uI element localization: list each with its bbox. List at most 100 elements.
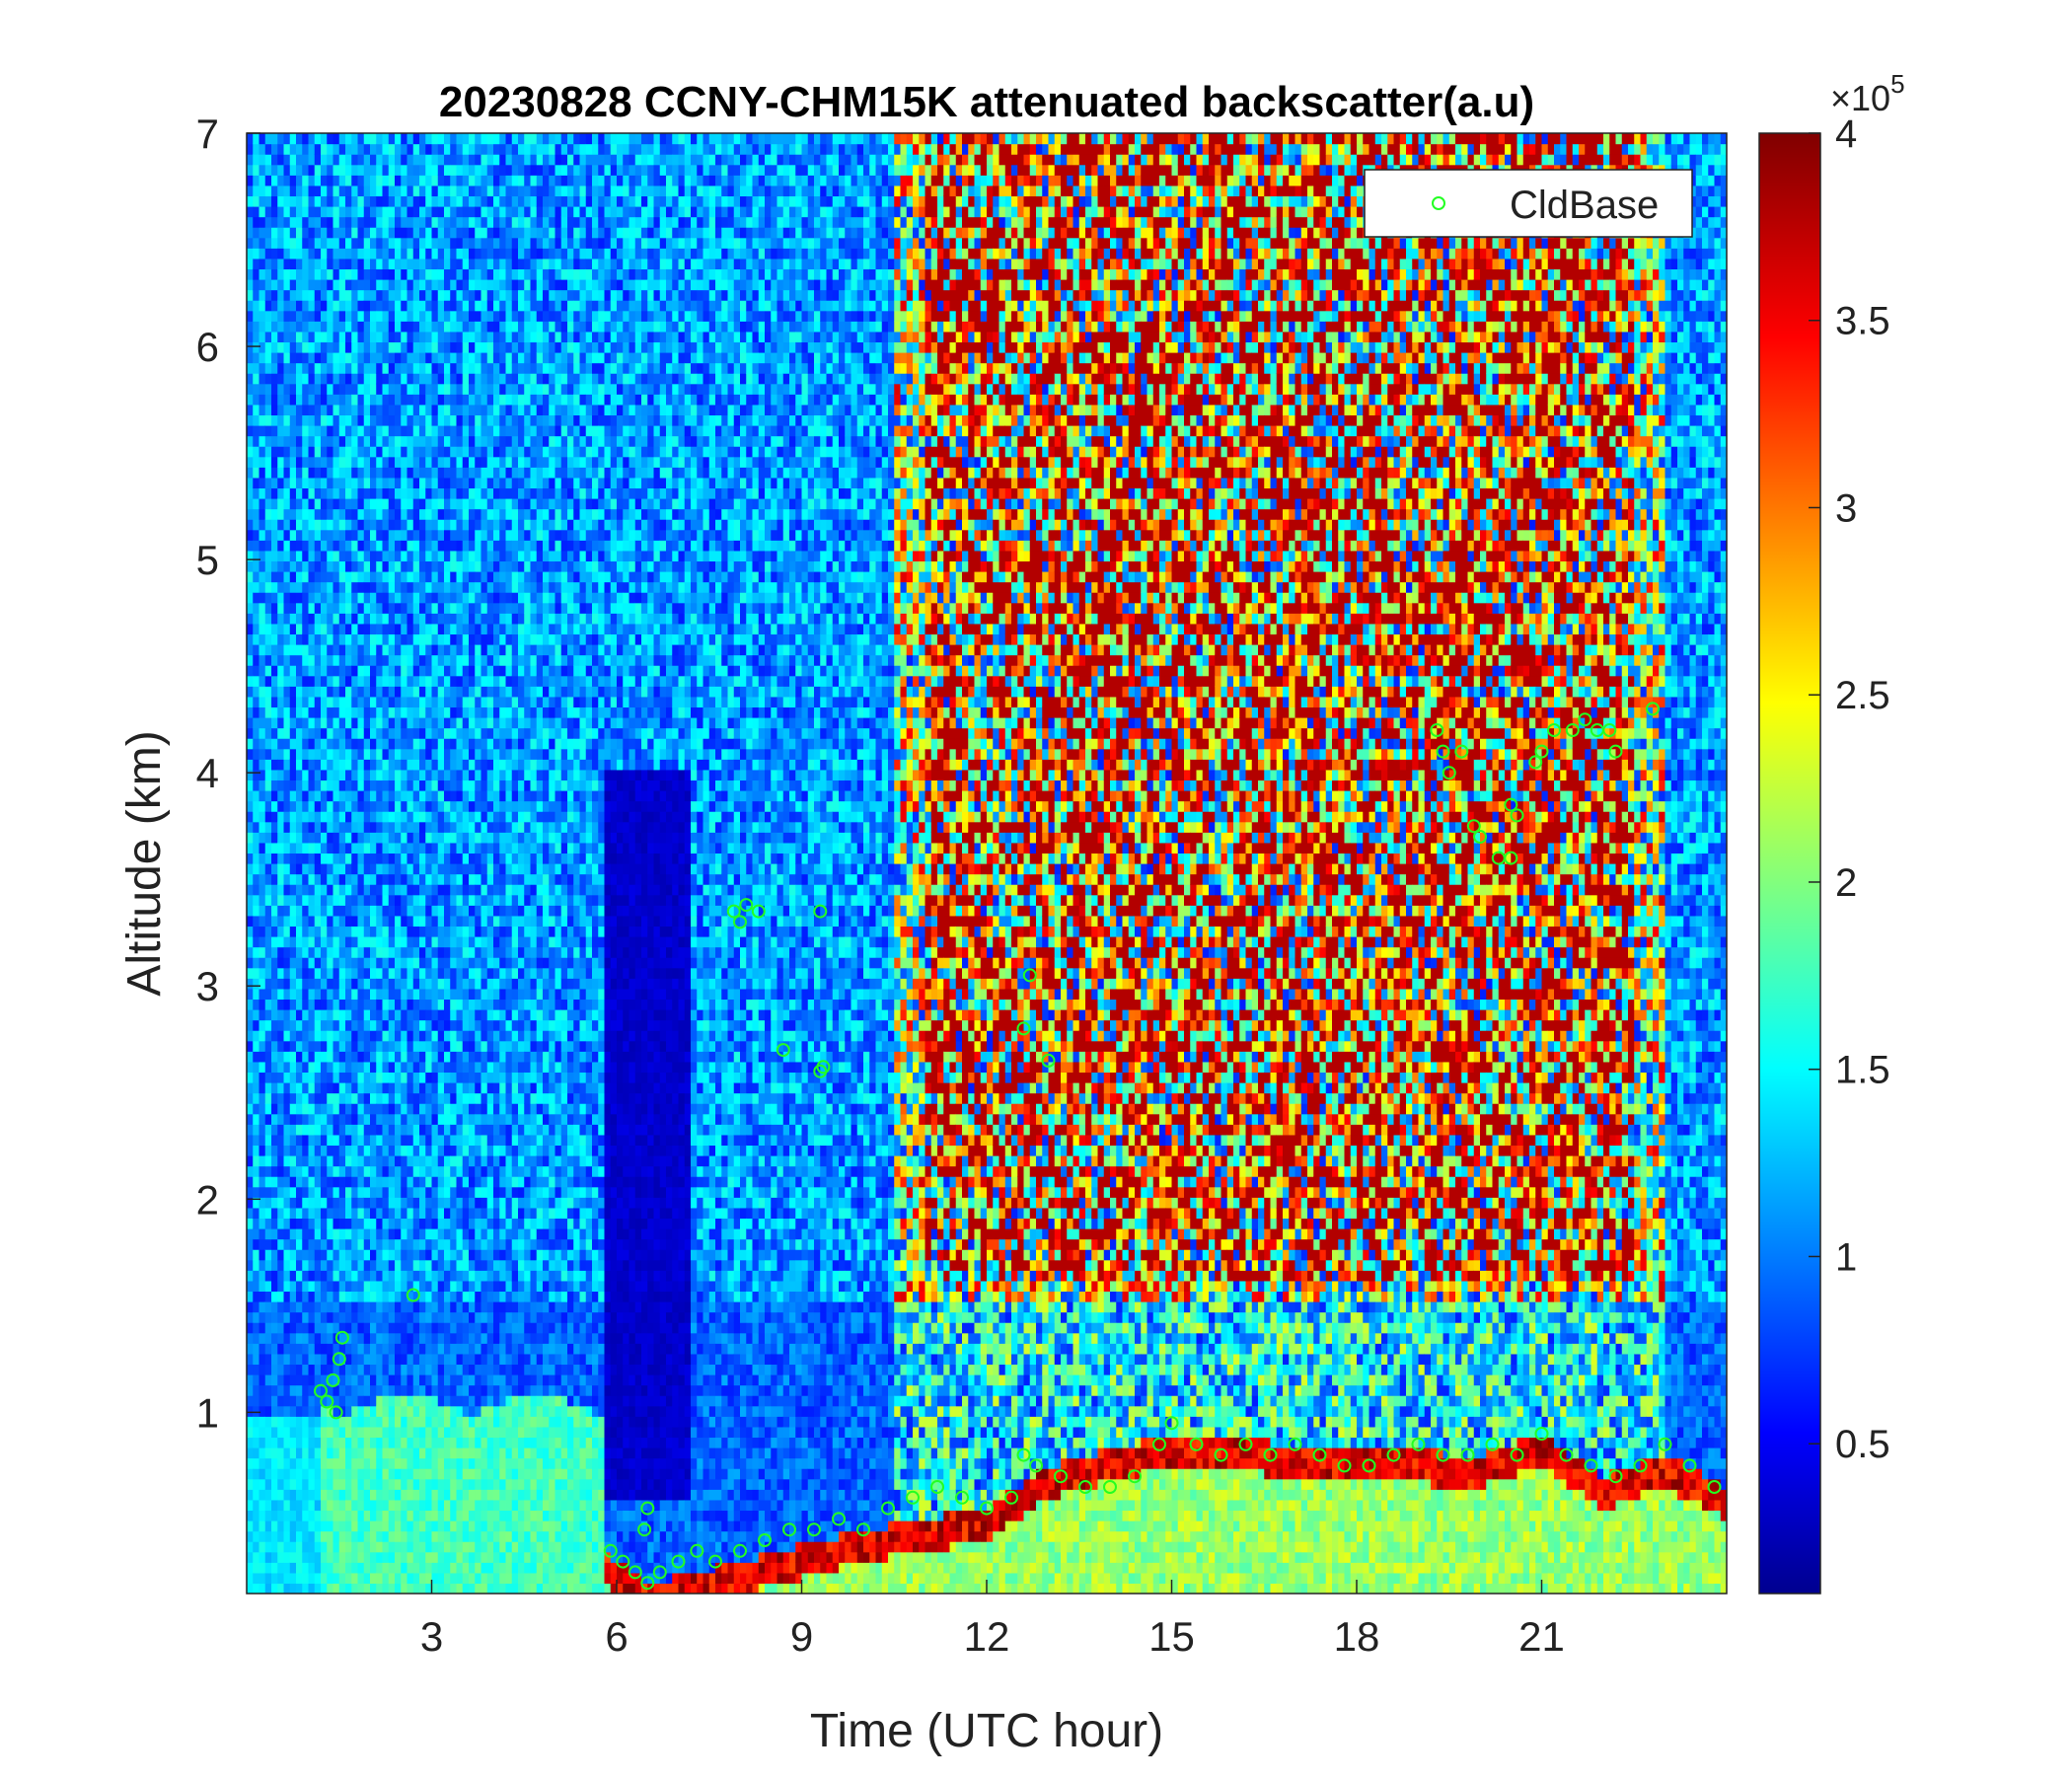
heatmap-cell [302,706,309,717]
heatmap-cell [253,1437,259,1447]
heatmap-cell [315,1197,322,1208]
heatmap-cell [364,1531,371,1542]
heatmap-cell [321,843,328,853]
heatmap-cell [345,206,352,217]
heatmap-cell [370,801,377,812]
heatmap-cell [389,1301,396,1312]
heatmap-cell [277,843,284,853]
heatmap-cell [284,1260,291,1271]
heatmap-cell [327,300,333,311]
heatmap-cell [302,1239,309,1250]
heatmap-cell [302,1291,309,1301]
heatmap-cell [315,1239,322,1250]
heatmap-cell [364,268,371,279]
heatmap-cell [296,519,303,530]
heatmap-cell [370,697,377,707]
heatmap-cell [296,1437,303,1447]
heatmap-cell [296,457,303,468]
heatmap-cell [383,1208,390,1219]
heatmap-cell [364,968,371,979]
heatmap-cell [321,1541,328,1552]
heatmap-cell [351,1114,358,1125]
heatmap-cell [321,1489,328,1500]
heatmap-cell [309,1437,316,1447]
heatmap-cell [309,1135,316,1146]
heatmap-cell [315,352,322,363]
heatmap-cell [284,1531,291,1542]
heatmap-cell [284,665,291,676]
heatmap-cell [271,1312,278,1323]
heatmap-cell [321,655,328,666]
heatmap-cell [351,1322,358,1333]
plot-area [247,133,1728,1595]
heatmap-cell [271,1166,278,1177]
heatmap-cell [345,300,352,311]
heatmap-cell [376,706,383,717]
heatmap-cell [284,238,291,249]
heatmap-cell [296,1521,303,1531]
heatmap-cell [296,947,303,958]
heatmap-cell [296,822,303,833]
heatmap-cell [315,633,322,644]
heatmap-cell [333,697,340,707]
heatmap-cell [358,373,365,384]
heatmap-cell [309,916,316,927]
heatmap-cell [345,144,352,155]
heatmap-cell [271,1385,278,1396]
heatmap-cell [383,1145,390,1155]
heatmap-cell [277,1447,284,1458]
heatmap-cell [351,1312,358,1323]
heatmap-cell [389,1447,396,1458]
heatmap-cell [364,384,371,395]
heatmap-cell [271,1218,278,1228]
heatmap-cell [277,895,284,906]
heatmap-cell [383,717,390,728]
heatmap-cell [315,300,322,311]
heatmap-cell [296,697,303,707]
heatmap-cell [389,843,396,853]
heatmap-cell [253,498,259,509]
heatmap-cell [389,144,396,155]
heatmap-cell [302,498,309,509]
heatmap-cell [333,300,340,311]
heatmap-cell [383,1020,390,1031]
heatmap-cell [277,1009,284,1020]
heatmap-cell [296,1062,303,1073]
heatmap-cell [370,1562,377,1573]
heatmap-cell [364,624,371,634]
heatmap-cell [333,1489,340,1500]
heatmap-cell [302,603,309,614]
heatmap-cell [333,916,340,927]
heatmap-cell [370,1395,377,1406]
heatmap-cell [259,206,266,217]
heatmap-cell [364,509,371,520]
heatmap-cell [327,238,333,249]
heatmap-cell [253,259,259,269]
heatmap-cell [345,697,352,707]
heatmap-cell [259,592,266,603]
heatmap-cell [345,268,352,279]
heatmap-cell [302,1354,309,1365]
heatmap-cell [339,1009,346,1020]
heatmap-cell [383,1500,390,1511]
heatmap-cell [364,779,371,790]
heatmap-cell [271,446,278,457]
heatmap-cell [290,1479,297,1490]
heatmap-cell [389,1009,396,1020]
heatmap-cell [327,1301,333,1312]
heatmap-cell [358,384,365,395]
heatmap-cell [271,644,278,655]
heatmap-cell [271,175,278,186]
heatmap-cell [351,332,358,342]
heatmap-cell [327,811,333,822]
heatmap-cell [358,144,365,155]
heatmap-cell [351,779,358,790]
heatmap-cell [383,1082,390,1093]
heatmap-cell [389,968,396,979]
heatmap-cell [315,1447,322,1458]
heatmap-cell [253,916,259,927]
heatmap-cell [296,1510,303,1521]
heatmap-cell [351,770,358,780]
heatmap-cell [327,1103,333,1114]
heatmap-cell [290,853,297,863]
